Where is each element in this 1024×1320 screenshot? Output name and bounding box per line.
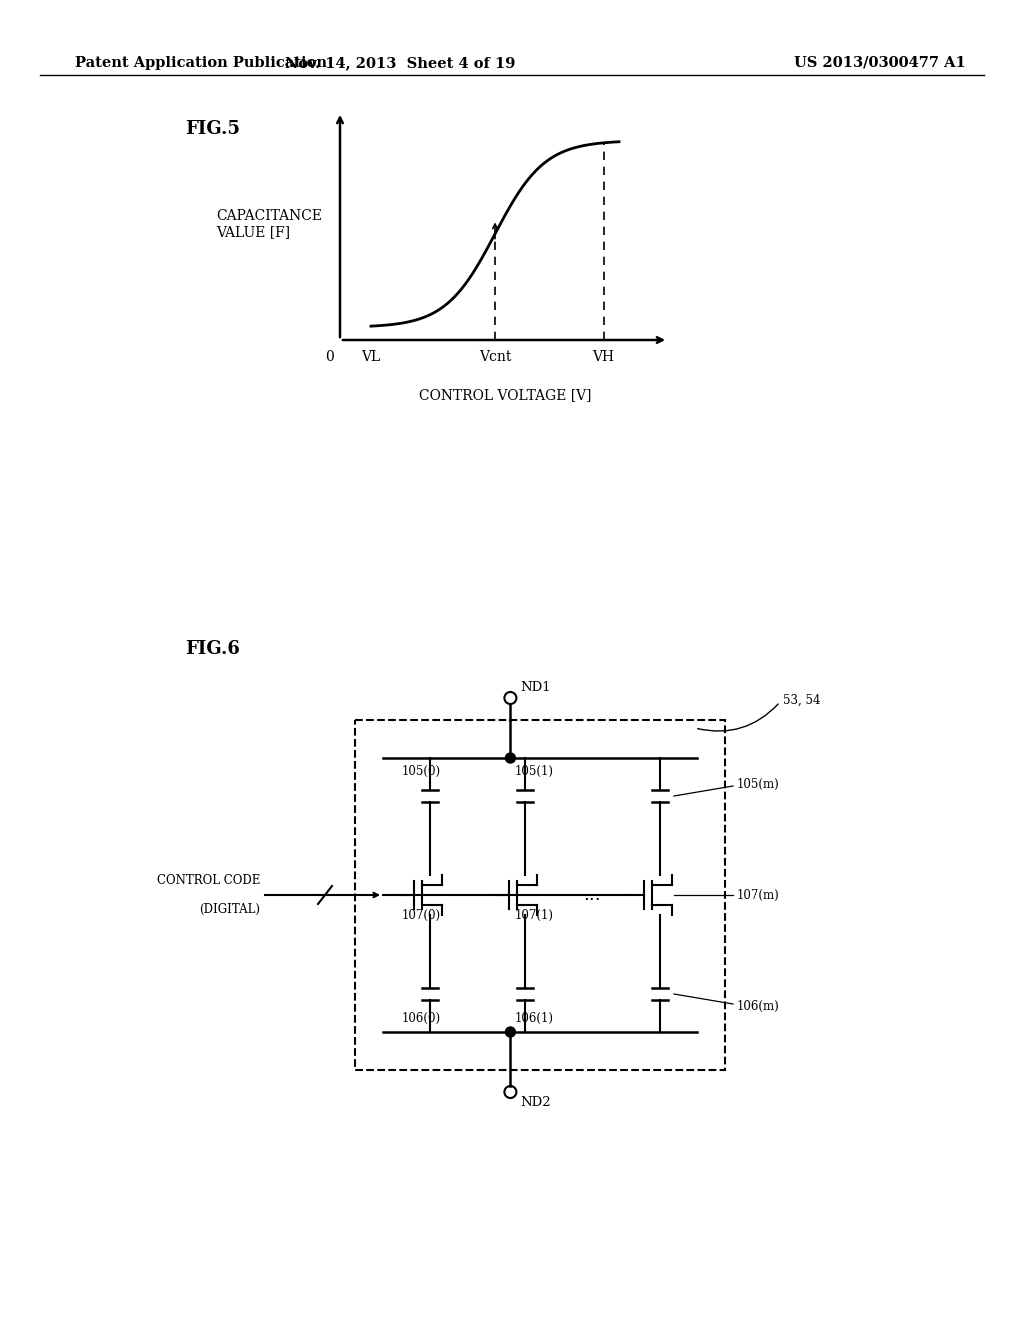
Text: VH: VH <box>593 350 614 364</box>
Text: (DIGITAL): (DIGITAL) <box>199 903 260 916</box>
Text: ...: ... <box>584 886 601 904</box>
Text: Vcnt: Vcnt <box>479 350 511 364</box>
Text: CONTROL VOLTAGE [V]: CONTROL VOLTAGE [V] <box>419 388 591 403</box>
Text: 53, 54: 53, 54 <box>783 693 820 706</box>
Text: 0: 0 <box>326 350 334 364</box>
Circle shape <box>506 1027 515 1038</box>
Text: Patent Application Publication: Patent Application Publication <box>75 55 327 70</box>
Text: 106(m): 106(m) <box>737 999 779 1012</box>
Text: Nov. 14, 2013  Sheet 4 of 19: Nov. 14, 2013 Sheet 4 of 19 <box>285 55 515 70</box>
Text: ND2: ND2 <box>520 1096 551 1109</box>
Text: CAPACITANCE
VALUE [F]: CAPACITANCE VALUE [F] <box>216 210 322 240</box>
Text: FIG.6: FIG.6 <box>185 640 240 657</box>
Circle shape <box>506 752 515 763</box>
Text: 106(0): 106(0) <box>402 1012 441 1026</box>
Text: 105(1): 105(1) <box>515 766 554 777</box>
Bar <box>355 719 725 1071</box>
Text: 105(m): 105(m) <box>737 777 779 791</box>
Text: CONTROL CODE: CONTROL CODE <box>157 874 260 887</box>
Text: US 2013/0300477 A1: US 2013/0300477 A1 <box>795 55 966 70</box>
Text: 107(0): 107(0) <box>402 909 441 921</box>
Text: ND1: ND1 <box>520 681 551 694</box>
Text: VL: VL <box>361 350 381 364</box>
Text: 107(m): 107(m) <box>737 888 779 902</box>
Text: 106(1): 106(1) <box>515 1012 554 1026</box>
Text: FIG.5: FIG.5 <box>185 120 240 139</box>
Text: 105(0): 105(0) <box>402 766 441 777</box>
Text: 107(1): 107(1) <box>515 909 554 921</box>
